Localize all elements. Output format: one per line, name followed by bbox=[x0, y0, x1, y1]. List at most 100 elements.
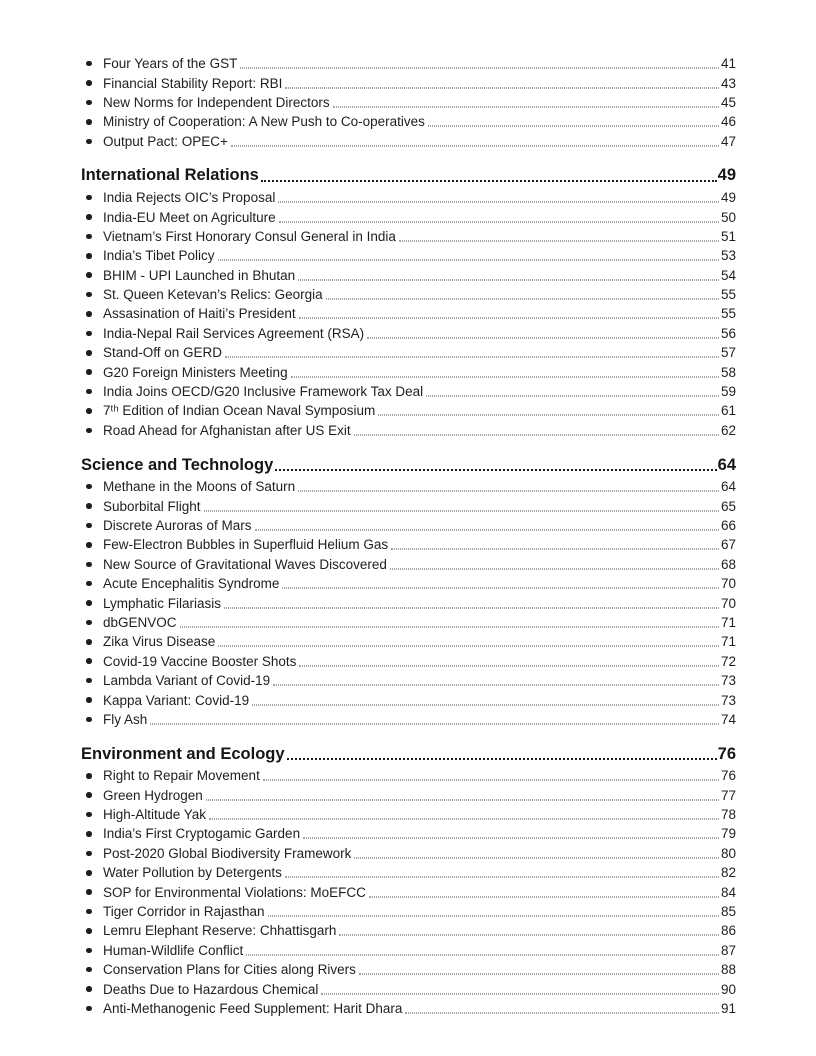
toc-section-header: International Relations 49 bbox=[81, 164, 736, 188]
bullet-icon bbox=[81, 697, 103, 703]
dotted-leader bbox=[203, 510, 719, 512]
entry-page-number: 80 bbox=[720, 845, 736, 861]
toc-entry: Suborbital Flight 65 bbox=[81, 496, 736, 515]
toc-entry: Road Ahead for Afghanistan after US Exit… bbox=[81, 421, 736, 440]
bullet-dot-icon bbox=[86, 773, 92, 779]
entry-page-number: 78 bbox=[720, 807, 736, 823]
dotted-leader bbox=[278, 201, 719, 203]
toc-entry: Four Years of the GST 41 bbox=[81, 54, 736, 73]
dotted-leader bbox=[284, 876, 719, 878]
entry-page-number: 65 bbox=[720, 498, 736, 514]
bullet-dot-icon bbox=[86, 427, 92, 434]
toc-entry: Human-Wildlife Conflict 87 bbox=[81, 941, 736, 960]
toc-entry: Few-Electron Bubbles in Superfluid Heliu… bbox=[81, 535, 736, 554]
entry-page-number: 68 bbox=[720, 556, 736, 572]
entry-label: Zika Virus Disease bbox=[103, 634, 216, 650]
dotted-leader bbox=[332, 106, 719, 108]
bullet-dot-icon bbox=[86, 99, 92, 106]
entry-page-number: 53 bbox=[720, 248, 736, 264]
bullet-dot-icon bbox=[86, 561, 92, 568]
dotted-leader bbox=[358, 973, 719, 975]
bullet-icon bbox=[81, 811, 103, 818]
bullet-dot-icon bbox=[86, 138, 92, 144]
dotted-leader bbox=[405, 1012, 719, 1014]
section-title: International Relations bbox=[81, 166, 259, 185]
bullet-icon bbox=[81, 369, 103, 375]
toc-entry: Anti-Methanogenic Feed Supplement: Harit… bbox=[81, 999, 736, 1018]
entry-label: Stand-Off on GERD bbox=[103, 345, 223, 361]
bullet-icon bbox=[81, 388, 103, 395]
bullet-dot-icon bbox=[86, 253, 92, 259]
bullet-icon bbox=[81, 908, 103, 915]
dotted-leader bbox=[273, 684, 719, 686]
dotted-leader bbox=[278, 221, 719, 223]
toc-section-header: Science and Technology 64 bbox=[81, 453, 736, 477]
bullet-dot-icon bbox=[86, 330, 92, 337]
toc-entry: Covid-19 Vaccine Booster Shots 72 bbox=[81, 652, 736, 671]
entry-page-number: 50 bbox=[720, 209, 736, 225]
entry-label: Deaths Due to Hazardous Chemical bbox=[103, 981, 319, 997]
bullet-icon bbox=[81, 619, 103, 626]
bullet-icon bbox=[81, 214, 103, 220]
bullet-dot-icon bbox=[86, 350, 92, 356]
dotted-leader bbox=[339, 934, 719, 936]
toc-section-header: Environment and Ecology 76 bbox=[81, 742, 736, 766]
bullet-icon bbox=[81, 408, 103, 414]
entry-page-number: 43 bbox=[720, 75, 736, 91]
toc-entry: Post-2020 Global Biodiversity Framework 8… bbox=[81, 844, 736, 863]
dotted-leader bbox=[427, 125, 719, 127]
bullet-icon bbox=[81, 253, 103, 259]
toc-entry: St. Queen Ketevan’s Relics: Georgia 55 bbox=[81, 285, 736, 304]
bullet-dot-icon bbox=[86, 1005, 92, 1012]
entry-label: Vietnam’s First Honorary Consul General … bbox=[103, 228, 396, 244]
entry-label: Tiger Corridor in Rajasthan bbox=[103, 904, 265, 920]
bullet-dot-icon bbox=[86, 291, 92, 298]
toc-entry: India Joins OECD/G20 Inclusive Framework… bbox=[81, 382, 736, 401]
entry-label: Output Pact: OPEC+ bbox=[103, 133, 228, 149]
bullet-dot-icon bbox=[86, 600, 92, 606]
entry-label: SOP for Environmental Violations: MoEFCC bbox=[103, 884, 366, 900]
bullet-dot-icon bbox=[86, 60, 92, 67]
entry-page-number: 71 bbox=[720, 614, 736, 630]
section-page-number: 76 bbox=[717, 744, 736, 763]
dotted-leader bbox=[367, 337, 719, 339]
dotted-leader bbox=[298, 317, 719, 319]
dotted-leader bbox=[246, 954, 719, 956]
bullet-icon bbox=[81, 80, 103, 86]
toc-entry: Green Hydrogen 77 bbox=[81, 786, 736, 805]
bullet-icon bbox=[81, 522, 103, 529]
toc-list: Four Years of the GST 41 Financial Stabili… bbox=[81, 54, 736, 1018]
toc-entry: Right to Repair Movement 76 bbox=[81, 766, 736, 785]
toc-entry: G20 Foreign Ministers Meeting 58 bbox=[81, 362, 736, 381]
entry-label: New Source of Gravitational Waves Discov… bbox=[103, 556, 387, 572]
dotted-leader bbox=[353, 434, 719, 436]
bullet-dot-icon bbox=[86, 986, 92, 992]
bullet-icon bbox=[81, 658, 103, 664]
bullet-icon bbox=[81, 580, 103, 587]
bullet-icon bbox=[81, 291, 103, 298]
bullet-dot-icon bbox=[86, 80, 92, 86]
dotted-leader bbox=[354, 857, 719, 859]
toc-entry: Fly Ash 74 bbox=[81, 710, 736, 729]
dotted-leader bbox=[303, 837, 719, 839]
entry-page-number: 72 bbox=[720, 653, 736, 669]
entry-label: Financial Stability Report: RBI bbox=[103, 75, 283, 91]
bullet-dot-icon bbox=[86, 503, 92, 509]
bullet-icon bbox=[81, 483, 103, 490]
dotted-leader bbox=[290, 376, 719, 378]
dotted-leader bbox=[209, 818, 719, 820]
bullet-icon bbox=[81, 350, 103, 356]
toc-entry: India’s Tibet Policy 53 bbox=[81, 246, 736, 265]
entry-label: High-Altitude Yak bbox=[103, 807, 207, 823]
dotted-leader bbox=[225, 356, 719, 358]
section-page-number: 64 bbox=[717, 455, 736, 474]
entry-page-number: 46 bbox=[720, 114, 736, 130]
entry-label: Green Hydrogen bbox=[103, 787, 203, 803]
entry-page-number: 82 bbox=[720, 865, 736, 881]
bullet-icon bbox=[81, 138, 103, 144]
entry-label: Post-2020 Global Biodiversity Framework bbox=[103, 845, 352, 861]
dotted-leader bbox=[368, 896, 719, 898]
bullet-icon bbox=[81, 542, 103, 548]
entry-label: G20 Foreign Ministers Meeting bbox=[103, 364, 288, 380]
entry-page-number: 41 bbox=[720, 56, 736, 72]
